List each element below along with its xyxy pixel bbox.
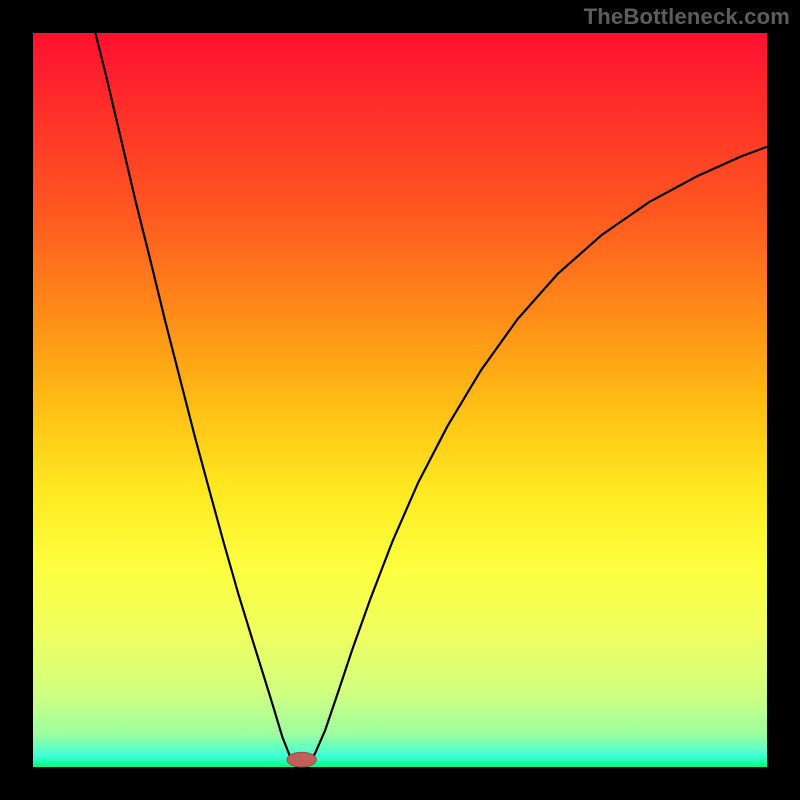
bottleneck-chart — [0, 0, 800, 800]
plot-background — [33, 33, 767, 767]
chart-container: TheBottleneck.com — [0, 0, 800, 800]
minimum-marker — [287, 752, 316, 767]
watermark-text: TheBottleneck.com — [584, 4, 790, 30]
